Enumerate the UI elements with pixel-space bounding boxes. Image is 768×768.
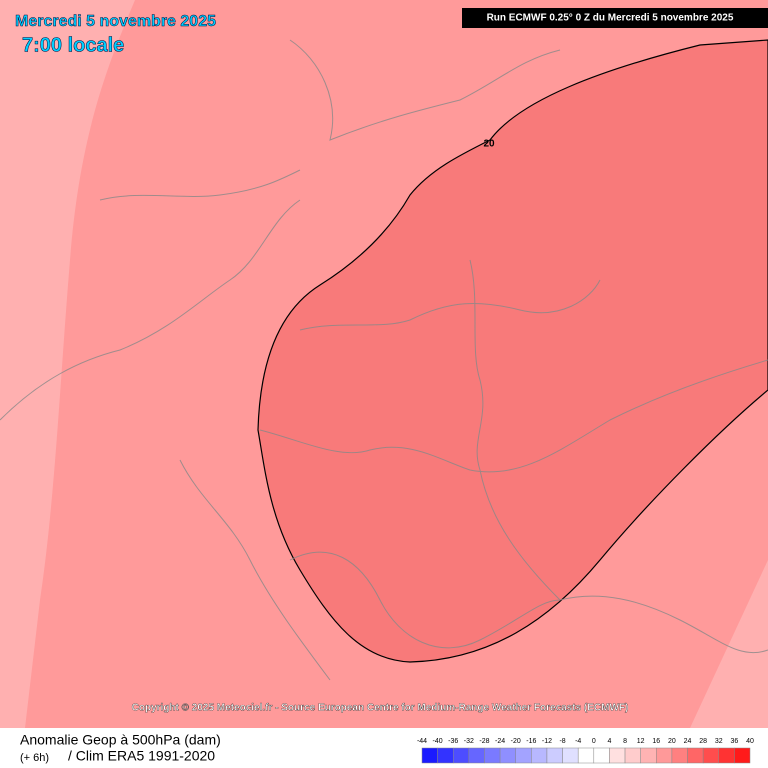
scale-tick-label: -44 bbox=[417, 738, 427, 745]
scale-tick-label: -20 bbox=[511, 738, 521, 745]
scale-tick-label: -32 bbox=[464, 738, 474, 745]
scale-box bbox=[671, 747, 688, 764]
scale-box bbox=[484, 747, 501, 764]
scale-box bbox=[546, 747, 563, 764]
scale-tick-label: 36 bbox=[730, 738, 738, 745]
scale-box bbox=[687, 747, 704, 764]
scale-tick-label: 16 bbox=[652, 738, 660, 745]
time-label: 7:00 locale bbox=[22, 34, 124, 56]
scale-box bbox=[593, 747, 610, 764]
contour-label: 20 bbox=[483, 139, 495, 150]
scale-tick-label: -12 bbox=[542, 738, 552, 745]
scale-tick-label: 40 bbox=[746, 738, 754, 745]
footer-step: (+ 6h) bbox=[20, 752, 49, 764]
date-label: Mercredi 5 novembre 2025 bbox=[15, 13, 216, 30]
run-label: Run ECMWF 0.25° 0 Z du Mercredi 5 novemb… bbox=[487, 13, 734, 24]
scale-tick-label: -8 bbox=[559, 738, 565, 745]
scale-tick-label: 8 bbox=[623, 738, 627, 745]
scale-box bbox=[531, 747, 548, 764]
scale-box bbox=[656, 747, 673, 764]
copyright: Copyright © 2025 Meteociel.fr - Source E… bbox=[132, 703, 629, 714]
scale-box bbox=[421, 747, 438, 764]
color-scale: -44 -40 -36 -32 -28 -24 -20 -16 -12 -8 -4 0 4 8 12 16 20… bbox=[417, 738, 754, 764]
scale-tick-label: 24 bbox=[684, 738, 692, 745]
scale-box bbox=[734, 747, 751, 764]
footer-title: Anomalie Geop à 500hPa (dam) bbox=[20, 732, 221, 748]
scale-box bbox=[624, 747, 641, 764]
scale-tick-label: 4 bbox=[607, 738, 611, 745]
scale-box bbox=[577, 747, 595, 764]
scale-tick-label: 20 bbox=[668, 738, 676, 745]
scale-tick-label: 32 bbox=[715, 738, 723, 745]
scale-tick-label: -16 bbox=[526, 738, 536, 745]
scale-box bbox=[640, 747, 657, 764]
run-box bbox=[462, 8, 768, 28]
scale-box bbox=[702, 747, 720, 764]
low-anomaly-band bbox=[0, 0, 135, 728]
scale-tick-label: 0 bbox=[592, 738, 596, 745]
scale-tick-label: -36 bbox=[448, 738, 458, 745]
contour-20-area bbox=[257, 39, 768, 663]
scale-box bbox=[718, 747, 735, 764]
footer-clim: / Clim ERA5 1991-2020 bbox=[68, 748, 215, 764]
scale-tick-label: 28 bbox=[699, 738, 707, 745]
scale-tick-label: -24 bbox=[495, 738, 505, 745]
scale-tick-label: 12 bbox=[637, 738, 645, 745]
scale-box bbox=[437, 747, 454, 764]
scale-tick-label: -4 bbox=[575, 738, 581, 745]
scale-box bbox=[452, 747, 470, 764]
scale-tick-label: -40 bbox=[433, 738, 443, 745]
scale-box bbox=[562, 747, 579, 764]
scale-box bbox=[515, 747, 532, 764]
low-anomaly-corner bbox=[690, 560, 768, 728]
scale-box bbox=[609, 747, 626, 764]
scale-tick-label: -28 bbox=[479, 738, 489, 745]
scale-box bbox=[468, 747, 485, 764]
borders bbox=[0, 39, 768, 681]
scale-box bbox=[499, 747, 516, 764]
